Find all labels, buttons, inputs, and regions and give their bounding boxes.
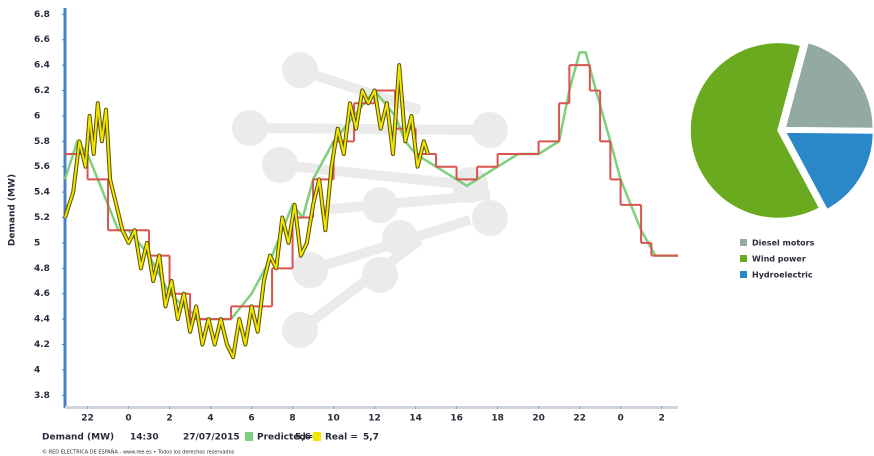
x-tick-label: 0 xyxy=(617,414,623,424)
y-tick-label: 5.2 xyxy=(34,213,50,223)
pie-slice xyxy=(784,131,874,211)
legend-label: Wind power xyxy=(752,255,806,264)
pie-slice xyxy=(689,41,821,220)
y-tick-label: 4.6 xyxy=(34,289,50,299)
y-tick-label: 5.4 xyxy=(34,188,50,198)
readout-label: Demand (MW) xyxy=(42,433,114,443)
readout-date: 27/07/2015 xyxy=(183,433,240,443)
y-tick-label: 6.6 xyxy=(34,35,50,45)
y-tick-label: 6.2 xyxy=(34,86,50,96)
x-tick-label: 22 xyxy=(81,414,94,424)
x-tick-label: 6 xyxy=(248,414,254,424)
line xyxy=(63,51,678,321)
x-tick-label: 2 xyxy=(658,414,664,424)
pie-slice xyxy=(784,41,874,130)
legend-label: Real = xyxy=(325,433,358,443)
y-tick-label: 5 xyxy=(34,238,40,248)
legend-label: Hydroelectric xyxy=(752,271,813,280)
legend-swatch xyxy=(313,432,321,441)
y-tick-label: 4.8 xyxy=(34,264,50,274)
x-tick-label: 8 xyxy=(289,414,295,424)
readout-time: 14:30 xyxy=(130,433,159,443)
y-tick-label: 5.8 xyxy=(34,137,50,147)
legend-swatch xyxy=(245,432,253,441)
legend-swatch xyxy=(740,239,747,246)
x-axis xyxy=(65,406,678,409)
x-tick-label: 12 xyxy=(368,414,381,424)
watermark xyxy=(232,52,508,348)
x-tick-label: 20 xyxy=(532,414,545,424)
credit: © RED ELECTRICA DE ESPAÑA - www.ree.es •… xyxy=(42,449,235,456)
x-tick-label: 10 xyxy=(327,414,340,424)
y-tick-label: 6.8 xyxy=(34,10,50,20)
legend-value: 5,7 xyxy=(363,433,379,443)
y-tick-label: 4.2 xyxy=(34,340,50,350)
x-tick-label: 18 xyxy=(491,414,504,424)
x-tick-label: 4 xyxy=(207,414,213,424)
y-tick-label: 3.8 xyxy=(34,391,50,401)
y-tick-label: 4 xyxy=(34,365,40,375)
y-tick-label: 4.4 xyxy=(34,315,50,325)
legend-swatch xyxy=(740,271,747,278)
x-tick-label: 16 xyxy=(450,414,463,424)
x-tick-label: 0 xyxy=(125,414,131,424)
line xyxy=(64,64,429,359)
y-tick-label: 6.4 xyxy=(34,61,50,71)
legend-value: 5,6 xyxy=(295,433,311,443)
y-axis-label: Demand (MW) xyxy=(8,174,18,246)
legend-label: Predicted= xyxy=(257,433,313,443)
legend-label: Diesel motors xyxy=(752,239,815,248)
legend-swatch xyxy=(740,255,747,262)
x-tick-label: 22 xyxy=(573,414,586,424)
y-tick-label: 6 xyxy=(34,111,40,121)
x-tick-label: 2 xyxy=(166,414,172,424)
y-tick-label: 5.6 xyxy=(34,162,50,172)
x-tick-label: 14 xyxy=(409,414,422,424)
